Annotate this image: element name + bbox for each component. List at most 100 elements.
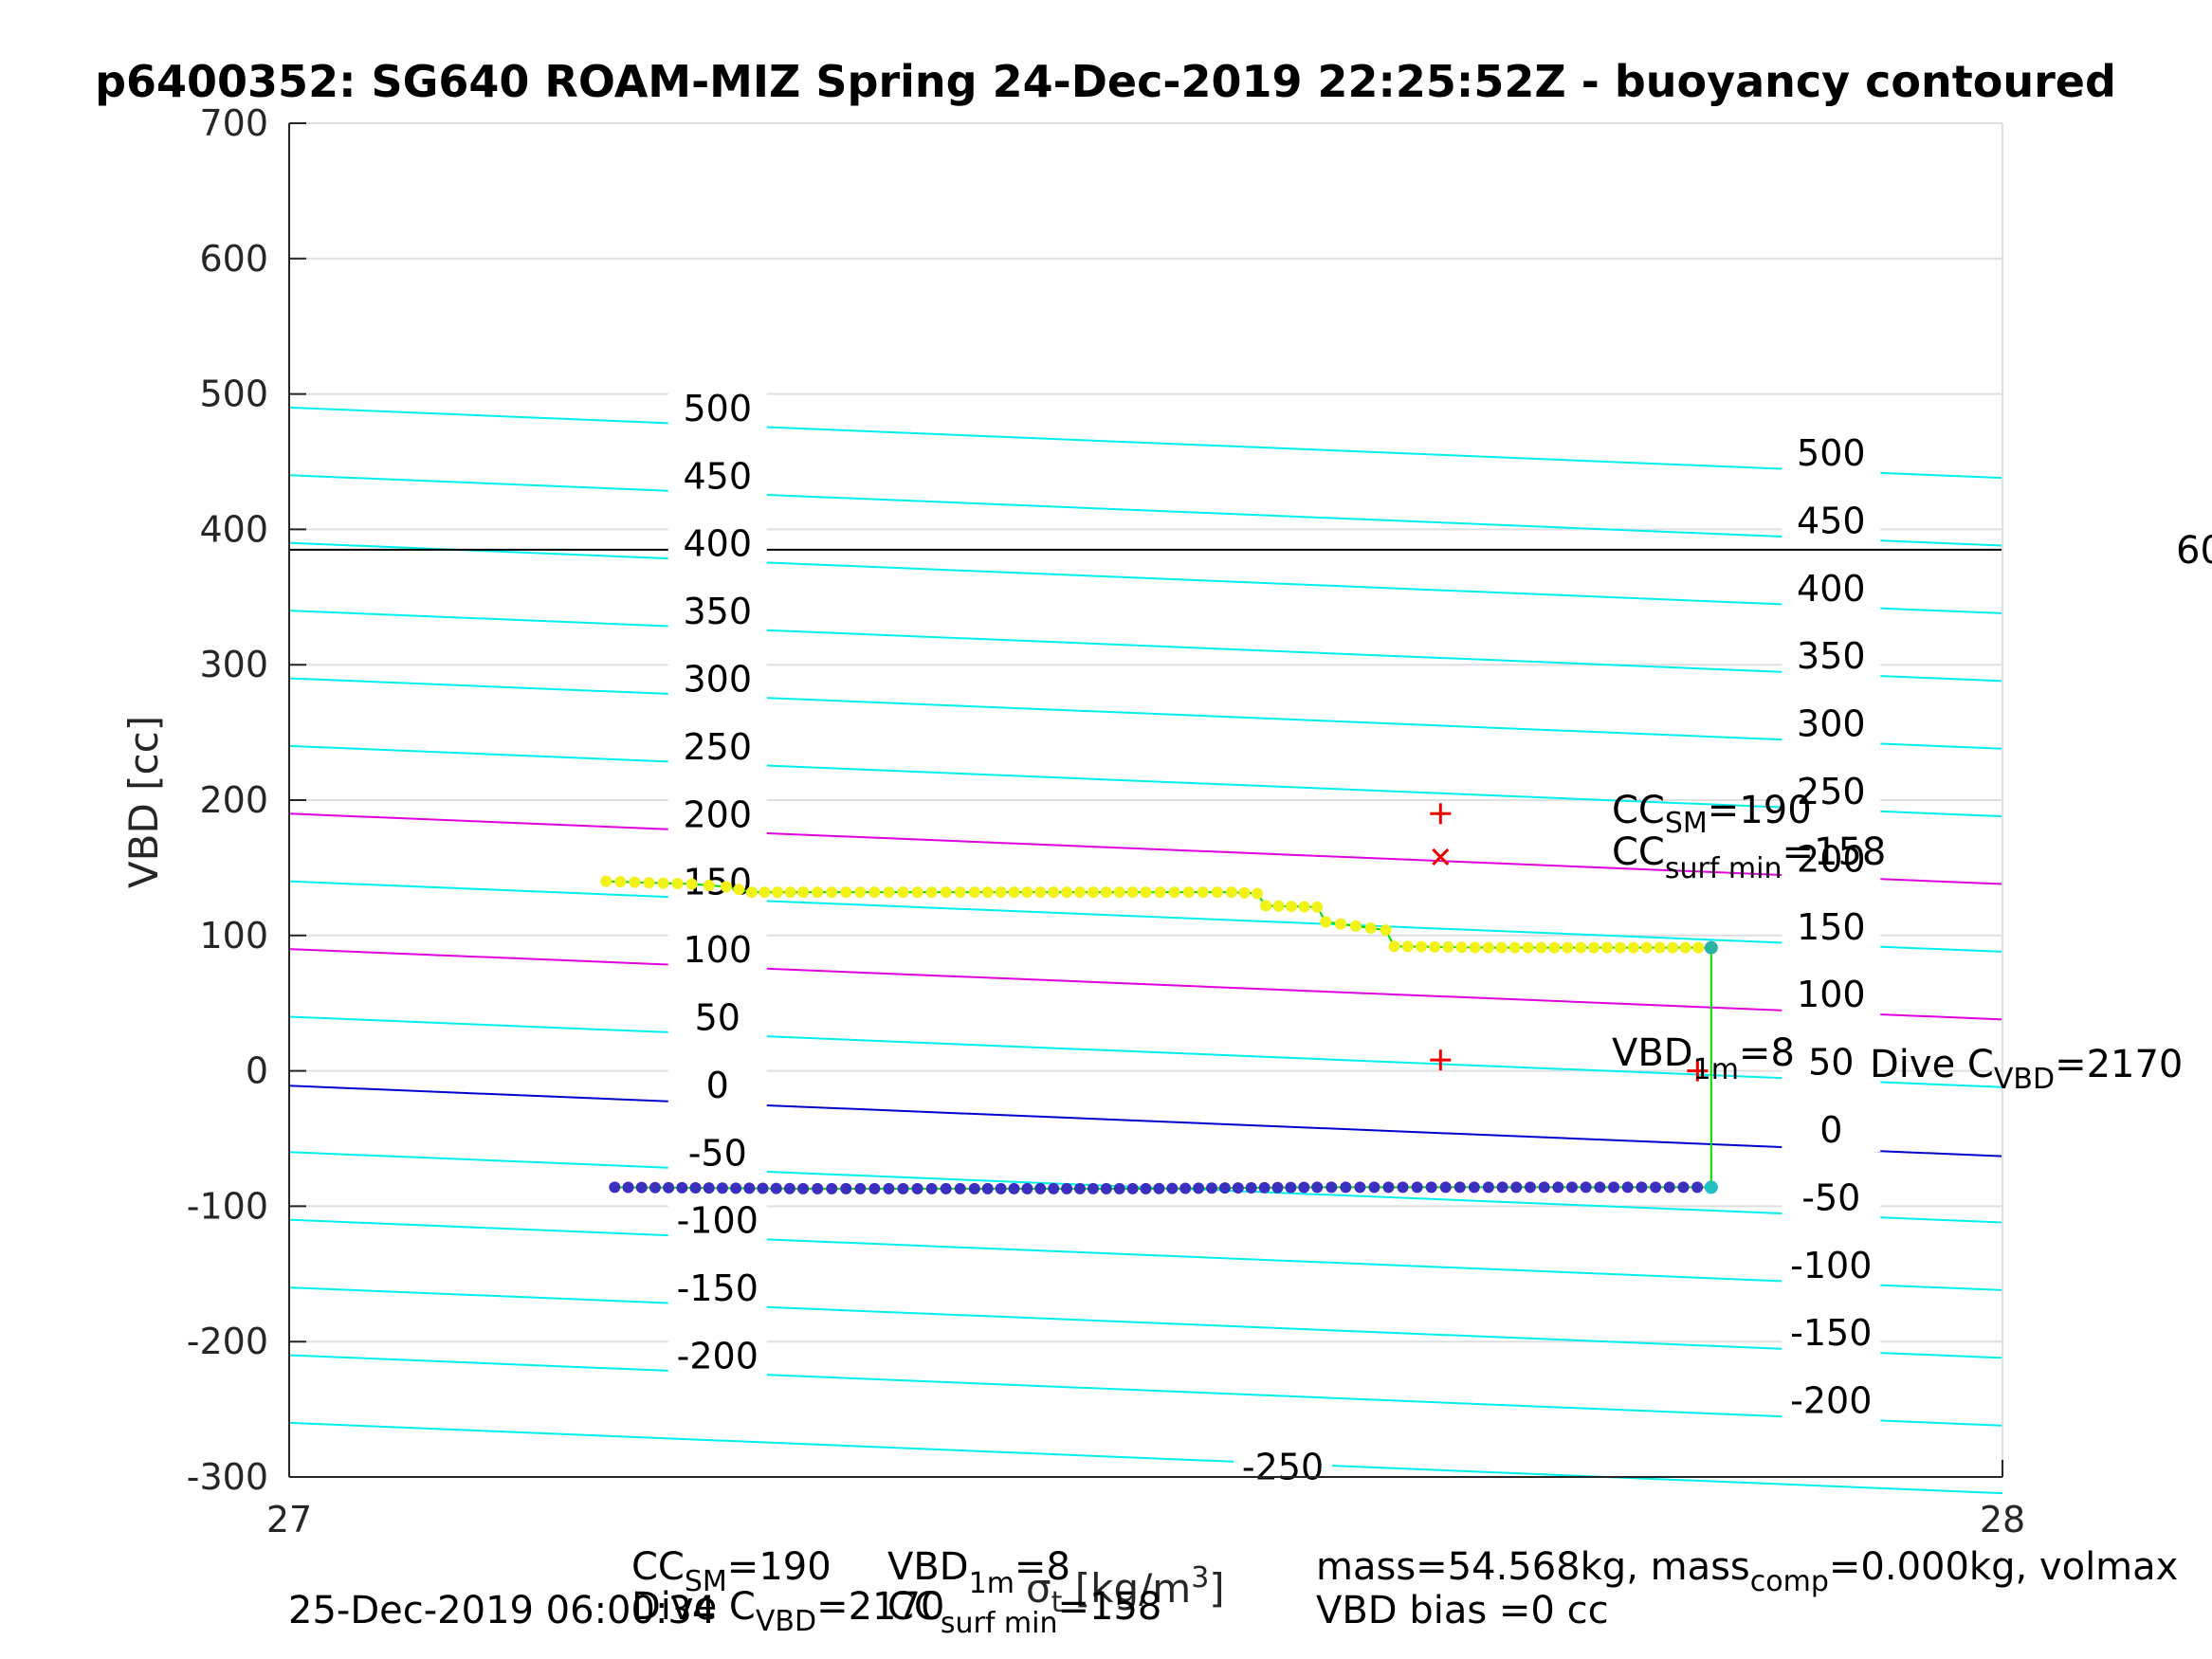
contour-label: 400 (683, 523, 752, 565)
upper-data-point (1364, 921, 1377, 934)
lower-data-point (622, 1181, 634, 1194)
lower-data-point (1166, 1182, 1179, 1194)
upper-data-point (925, 886, 938, 899)
plus-marker (1430, 803, 1452, 825)
lower-data-point (1663, 1181, 1675, 1194)
contour-label: 300 (683, 658, 752, 700)
lower-data-point (1621, 1181, 1634, 1194)
lower-data-point (1552, 1181, 1564, 1194)
upper-data-point (1415, 940, 1427, 953)
upper-data-point (1320, 916, 1332, 928)
lower-data-point (1126, 1182, 1139, 1194)
upper-data-point (897, 886, 909, 899)
y-axis-label: VBD [cc] (120, 716, 167, 888)
neutral-buoyancy-line (288, 812, 2003, 885)
lower-data-point (1482, 1181, 1494, 1194)
upper-data-point (940, 886, 952, 899)
upper-data-point (883, 886, 895, 899)
contour-line (288, 1421, 2003, 1495)
upper-data-point (703, 879, 715, 891)
upper-data-point (911, 886, 923, 899)
footer-cc-sm: CCSM=190 (631, 1545, 832, 1598)
upper-data-point (995, 886, 1007, 899)
upper-data-point (1225, 886, 1237, 899)
plus-marker (1430, 1049, 1452, 1071)
lower-data-point (1354, 1181, 1366, 1194)
lower-data-point (1425, 1181, 1437, 1194)
contour-label: 100 (1797, 974, 1866, 1015)
lower-data-point (995, 1182, 1007, 1194)
lower-data-point (1285, 1181, 1297, 1194)
lower-data-point (1087, 1182, 1099, 1194)
lower-data-point (676, 1181, 688, 1194)
lower-data-point (1048, 1182, 1060, 1194)
contour-label: 450 (1797, 500, 1866, 541)
y-tick-label: -300 (187, 1456, 268, 1498)
lower-data-point (1368, 1181, 1380, 1194)
lower-data-point (1193, 1182, 1205, 1194)
footer-dive-c-vbd: Dive CVBD=2170 (631, 1585, 944, 1638)
contour-line (288, 880, 2003, 953)
upper-data-point (671, 878, 684, 890)
contour-label-bg (667, 1198, 767, 1243)
upper-data-point (1575, 941, 1587, 954)
upper-data-point (1401, 940, 1414, 953)
lower-data-point (716, 1182, 728, 1194)
upper-data-point (1048, 886, 1060, 899)
upper-data-point (1588, 941, 1600, 954)
annotation-cc-surf-min: CCsurf min=158 (1612, 830, 1886, 885)
upper-data-point (733, 884, 745, 896)
annotation-dive-c-vbd: Dive CVBD=2170 (1870, 1043, 2183, 1096)
upper-data-point (1335, 918, 1347, 930)
lower-data-point (1468, 1181, 1480, 1194)
contour-labels: 500450400350300250200150100500-50-100-15… (667, 386, 1881, 1489)
lower-data-point (1113, 1182, 1125, 1194)
contour-label: -50 (1801, 1176, 1860, 1218)
lower-data-point (730, 1182, 742, 1194)
lower-data-point (1021, 1182, 1033, 1194)
contour-label-bg (667, 590, 767, 634)
upper-data-point (771, 886, 783, 899)
contour-label-bg (1234, 1445, 1333, 1489)
lower-data-point (1140, 1182, 1152, 1194)
lower-data-point (981, 1182, 994, 1194)
lower-data-point (689, 1182, 702, 1194)
upper-data-point (600, 875, 612, 887)
upper-data-point (1522, 941, 1534, 954)
lower-data-point (770, 1182, 782, 1194)
y-tick-label: -100 (187, 1185, 268, 1227)
contour-label: 150 (1797, 906, 1866, 948)
contour-label: 100 (683, 929, 752, 971)
upper-data-point (1508, 941, 1521, 954)
footer-timestamp: 25-Dec-2019 06:00:34 (288, 1589, 716, 1632)
x-marker-b (1432, 848, 1450, 866)
contour-label-bg (667, 724, 767, 769)
lower-data-point (1524, 1181, 1536, 1194)
lower-data-point (1496, 1181, 1508, 1194)
annotation-cc-sm: CCSM=190 (1612, 789, 1812, 840)
upper-data-point (1061, 886, 1073, 899)
lower-data-point (1691, 1181, 1704, 1194)
contour-label-bg (1782, 566, 1881, 611)
lower-data-point (1074, 1182, 1086, 1194)
lower-data-point (609, 1181, 621, 1194)
contour-label-bg (667, 657, 767, 702)
contour-label: 450 (683, 455, 752, 497)
lower-data-point (840, 1182, 852, 1194)
upper-data-point (1679, 941, 1691, 954)
lower-data-point (1245, 1181, 1257, 1194)
contour-label: -150 (677, 1267, 759, 1309)
contour-label-bg (1782, 1311, 1881, 1356)
upper-data-point (840, 886, 852, 899)
contour-label-bg (1782, 904, 1881, 949)
contour-label-bg (667, 1334, 767, 1378)
lower-data-point (911, 1182, 923, 1194)
lower-data-point (663, 1181, 675, 1194)
upper-data-point (1259, 900, 1271, 912)
lower-data-point (743, 1182, 756, 1194)
neutral-buoyancy-line (288, 948, 2003, 1021)
contour-label: 250 (1797, 771, 1866, 812)
y-tick-label: -200 (187, 1321, 268, 1362)
upper-data-point (1614, 941, 1626, 954)
